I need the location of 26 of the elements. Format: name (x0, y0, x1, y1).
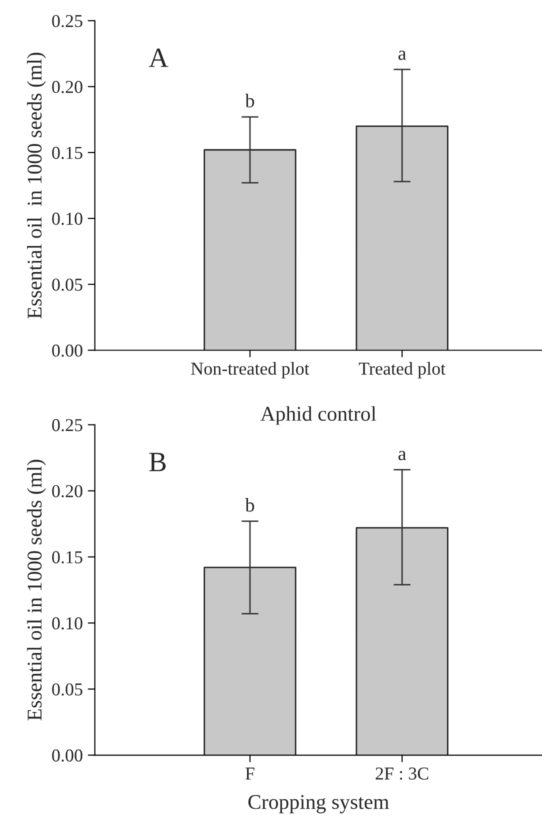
x-axis-title: Aphid control (260, 406, 376, 426)
annotation: A (148, 48, 168, 67)
x-tick-label: 2F : 3C (376, 768, 428, 780)
y-tick-label: 0.05 (52, 278, 82, 291)
annotation: b (245, 498, 254, 512)
annotation: a (398, 450, 406, 460)
x-tick-label: F (245, 768, 254, 780)
y-tick-label: 0.25 (52, 14, 82, 28)
y-tick-label: 0.20 (52, 485, 82, 498)
y-tick-label: 0.00 (52, 344, 82, 357)
annotation: B (149, 452, 166, 472)
x-tick-label: Non-treated plot (191, 362, 310, 378)
y-axis-title: Essential oil in 1000 seeds (ml) (27, 460, 46, 720)
y-tick-label: 0.15 (52, 146, 82, 160)
y-tick-label: 0.20 (52, 80, 82, 94)
y-tick-label: 0.10 (52, 212, 82, 225)
y-axis-title: Essential oil in 1000 seeds (ml) (27, 52, 46, 319)
annotation: a (398, 50, 406, 60)
y-tick-label: 0.25 (52, 419, 82, 432)
x-tick-label: Treated plot (358, 362, 446, 378)
y-tick-label: 0.15 (52, 551, 82, 564)
y-tick-label: 0.05 (52, 683, 82, 696)
annotation: b (245, 94, 254, 108)
y-tick-label: 0.00 (52, 749, 82, 762)
y-tick-label: 0.10 (52, 617, 82, 630)
x-axis-title: Cropping system (248, 795, 389, 814)
